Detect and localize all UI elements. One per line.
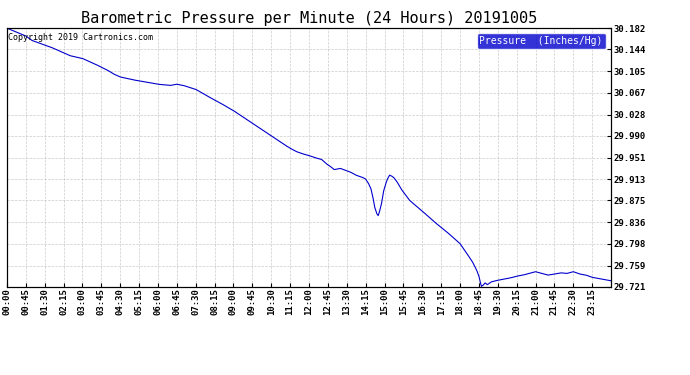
Legend: Pressure  (Inches/Hg): Pressure (Inches/Hg) (477, 33, 606, 49)
Title: Barometric Pressure per Minute (24 Hours) 20191005: Barometric Pressure per Minute (24 Hours… (81, 10, 537, 26)
Text: Copyright 2019 Cartronics.com: Copyright 2019 Cartronics.com (8, 33, 152, 42)
